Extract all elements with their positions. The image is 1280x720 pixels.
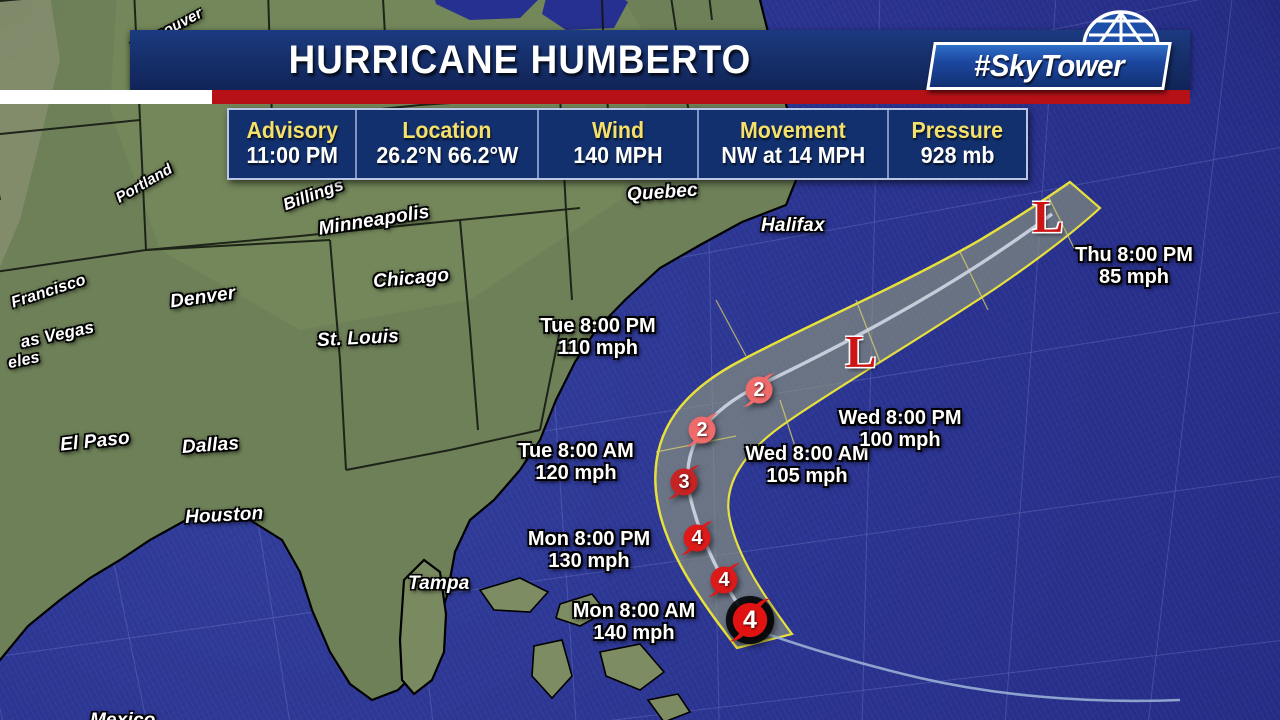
forecast-wind: 140 mph <box>593 622 675 645</box>
hurricane-category-number: 4 <box>691 526 703 549</box>
forecast-wind: 85 mph <box>1098 266 1170 289</box>
advisory-cell-value: 26.2°N 66.2°W <box>376 142 518 169</box>
advisory-cell-value: NW at 14 MPH <box>721 142 865 169</box>
accent-stripe-red <box>212 90 1190 104</box>
forecast-time: Tue 8:00 PM <box>540 315 656 337</box>
hurricane-symbol-icon <box>708 563 740 597</box>
track-marker-low-pressure: L <box>1032 191 1064 242</box>
hurricane-symbol-icon <box>681 521 713 555</box>
city-label-houston: Houston <box>184 502 264 529</box>
city-label-mexico: Mexico <box>90 710 156 720</box>
track-marker-cat-3: 3 <box>662 460 706 504</box>
forecast-time: Mon 8:00 AM <box>572 600 696 622</box>
page-title: HURRICANE HUMBERTO <box>288 37 752 82</box>
city-label-halifax: Halifax <box>761 215 825 236</box>
radar-dome-icon <box>1078 8 1164 48</box>
forecast-wind: 120 mph <box>535 462 617 485</box>
track-marker-low-pressure: L <box>845 326 877 377</box>
advisory-cell-header: Movement <box>740 117 846 144</box>
forecast-wind: 100 mph <box>859 429 941 452</box>
hurricane-category-number: 4 <box>718 568 730 591</box>
hurricane-category-number: 2 <box>753 378 765 401</box>
forecast-time: Thu 8:00 PM <box>1075 244 1193 266</box>
advisory-cell-value: 928 mb <box>920 142 995 169</box>
forecast-time: Wed 8:00 AM <box>745 443 869 465</box>
advisory-cell-value: 11:00 PM <box>246 142 338 169</box>
forecast-wind: 105 mph <box>766 465 848 488</box>
forecast-wind: 110 mph <box>557 337 639 360</box>
advisory-cell-advisory: Advisory 11:00 PM <box>229 110 357 178</box>
city-label-tampa: Tampa <box>408 573 470 594</box>
forecast-time: Mon 8:00 PM <box>527 528 651 550</box>
hurricane-category-number: 3 <box>678 470 690 493</box>
track-marker-cat-4: 4 <box>722 592 778 648</box>
track-marker-cat-4: 4 <box>675 516 719 560</box>
forecast-label: Wed 8:00 PM 100 mph <box>839 407 962 452</box>
advisory-cell-movement: Movement NW at 14 MPH <box>699 110 889 178</box>
advisory-cell-header: Location <box>402 117 492 144</box>
logo-text: #SkyTower <box>973 48 1125 83</box>
track-marker-cat-4: 4 <box>702 558 746 602</box>
forecast-label: Thu 8:00 PM 85 mph <box>1075 244 1193 289</box>
advisory-cell-wind: Wind 140 MPH <box>539 110 699 178</box>
city-label-dallas: Dallas <box>181 433 240 458</box>
advisory-cell-header: Wind <box>591 117 645 144</box>
forecast-label: Wed 8:00 AM 105 mph <box>745 443 868 488</box>
hurricane-symbol-icon <box>686 413 718 447</box>
forecast-label: Tue 8:00 PM 110 mph <box>540 315 655 360</box>
track-marker-cat-2: 2 <box>737 368 781 412</box>
track-marker-cat-2: 2 <box>680 408 724 452</box>
accent-stripe-white <box>0 90 212 104</box>
forecast-wind: 130 mph <box>548 550 630 573</box>
forecast-label: Tue 8:00 AM 120 mph <box>518 440 634 485</box>
advisory-cell-value: 140 MPH <box>573 142 663 169</box>
advisory-cell-header: Pressure <box>911 117 1004 144</box>
hurricane-category-number: 4 <box>743 605 757 634</box>
forecast-time: Tue 8:00 AM <box>518 440 634 462</box>
advisory-cell-pressure: Pressure 928 mb <box>889 110 1026 178</box>
hurricane-category-number: 2 <box>696 418 708 441</box>
forecast-label: Mon 8:00 PM 130 mph <box>528 528 650 573</box>
forecast-label: Mon 8:00 AM 140 mph <box>573 600 696 645</box>
forecast-time: Wed 8:00 PM <box>838 407 962 429</box>
city-label-st-louis: St. Louis <box>316 325 400 352</box>
advisory-cell-header: Advisory <box>246 117 338 144</box>
skytower-logo: #SkyTower <box>926 8 1180 96</box>
advisory-table: Advisory 11:00 PM Location 26.2°N 66.2°W Win… <box>227 108 1028 180</box>
advisory-cell-location: Location 26.2°N 66.2°W <box>357 110 539 178</box>
hurricane-symbol-icon <box>725 595 775 645</box>
hurricane-symbol-icon <box>743 373 775 407</box>
hurricane-symbol-icon <box>668 465 700 499</box>
